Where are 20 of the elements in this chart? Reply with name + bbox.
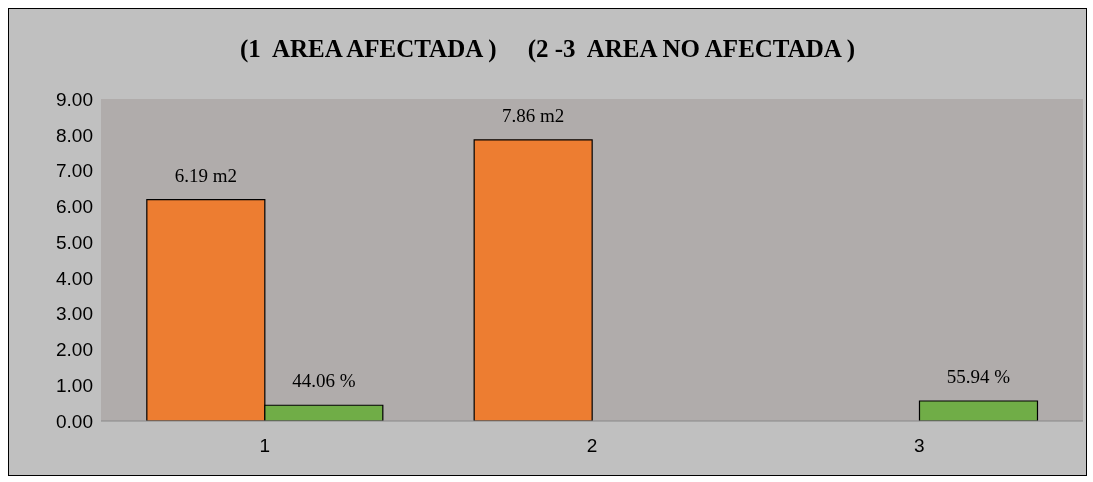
y-tick-label: 9.00 [56,88,93,110]
y-tick-label: 6.00 [56,196,93,218]
y-tick-label: 1.00 [56,374,93,396]
y-tick-label: 5.00 [56,231,93,253]
data-label: 44.06 % [292,370,356,392]
y-tick-label: 8.00 [56,124,93,146]
y-tick-label: 3.00 [56,303,93,325]
data-label: 6.19 m2 [174,164,237,186]
x-tick-label: 1 [259,435,270,457]
data-label: 55.94 % [946,365,1011,387]
bar [918,400,1039,421]
y-tick-label: 2.00 [56,339,93,361]
x-tick-label: 2 [586,435,598,457]
bar [473,139,593,421]
y-tick-label: 0.00 [56,410,93,432]
y-tick-label: 7.00 [56,160,93,182]
y-tick-label: 4.00 [56,267,93,289]
chart-title: (1 AREA AFECTADA ) (2 -3 AREA NO AFECTADA ) [238,35,857,63]
x-tick-label: 3 [914,435,925,457]
data-label: 7.86 m2 [502,104,565,126]
